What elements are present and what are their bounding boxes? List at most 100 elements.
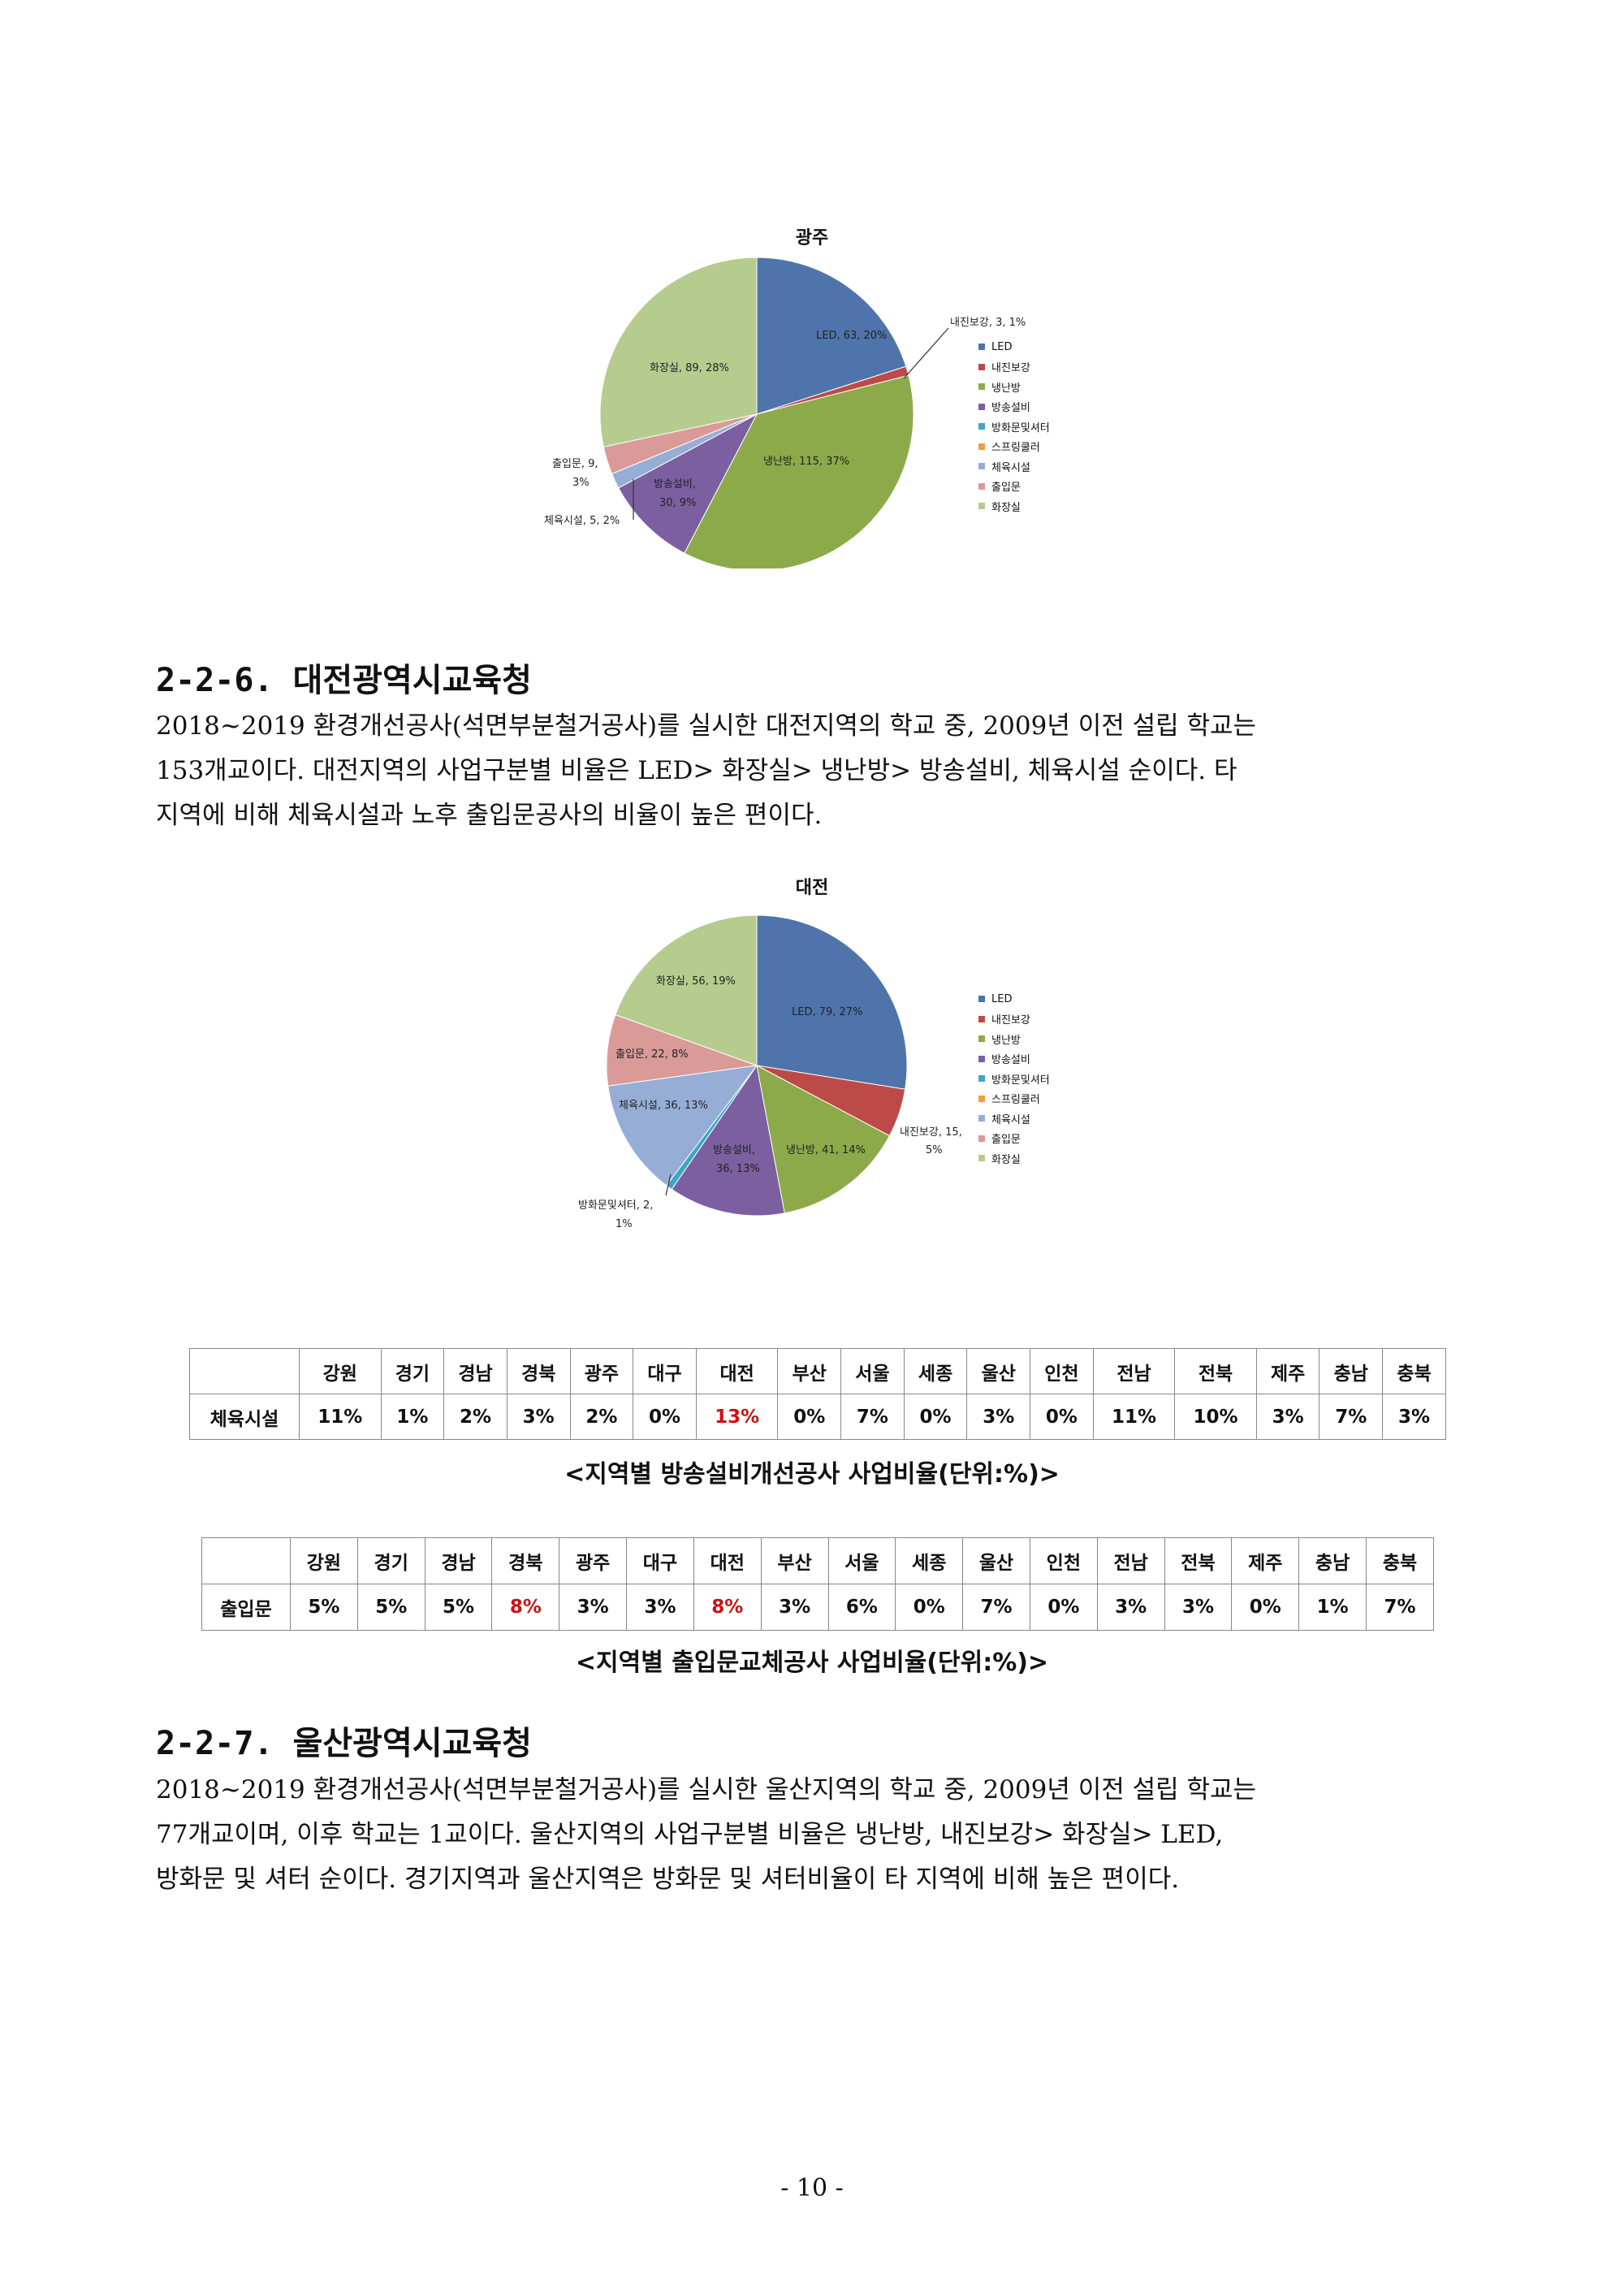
table-header-cell: 충남 bbox=[1319, 1348, 1384, 1394]
paragraph-line: 77개교이며, 이후 학교는 1교이다. 울산지역의 사업구분별 비율은 냉난방… bbox=[156, 1820, 1224, 1849]
table-header-cell: 대전 bbox=[695, 1348, 779, 1394]
table-header-cell: 경기 bbox=[380, 1348, 445, 1394]
table-cell: 11% bbox=[1092, 1394, 1176, 1440]
chart1-title: 광주 bbox=[795, 228, 829, 249]
table-cell: 0% bbox=[1231, 1584, 1300, 1631]
table-header-cell: 경기 bbox=[356, 1537, 425, 1584]
pie-slice-냉난방 bbox=[684, 374, 914, 568]
table-header-cell: 경남 bbox=[443, 1348, 508, 1394]
table-cell: 0% bbox=[777, 1394, 842, 1440]
table-row: 체육시설 11% 1% 2% 3% 2% 0% 13% 0% 7% 0% 3% … bbox=[189, 1394, 1446, 1440]
chart2-label-naejin-1: 내진보강, 15, bbox=[900, 1126, 962, 1139]
chart2-label-naejin-2: 5% bbox=[926, 1144, 943, 1156]
legend-item: 방화문및셔터 bbox=[978, 417, 1050, 437]
chart2-title: 대전 bbox=[795, 878, 829, 898]
table-header-cell: 세종 bbox=[903, 1348, 968, 1394]
table-header-cell: 울산 bbox=[962, 1537, 1030, 1584]
table-cell-highlight: 8% bbox=[693, 1584, 762, 1631]
table-cell: 7% bbox=[840, 1394, 905, 1440]
table-cell: 2% bbox=[569, 1394, 634, 1440]
legend-item: 출입문 bbox=[978, 1129, 1050, 1149]
chart1-leader-naejin bbox=[903, 327, 949, 379]
legend-item: 스프링쿨러 bbox=[978, 437, 1050, 457]
table-cell-highlight: 8% bbox=[491, 1584, 560, 1631]
chart2-label-naeng: 냉난방, 41, 14% bbox=[786, 1144, 866, 1156]
legend-item: 출입문 bbox=[978, 477, 1050, 497]
pie-slice-냉난방 bbox=[756, 1065, 891, 1214]
table-header-cell: 부산 bbox=[760, 1537, 829, 1584]
table-cell: 3% bbox=[626, 1584, 694, 1631]
table-header-cell: 서울 bbox=[827, 1537, 896, 1584]
chart1-label-bangsong-1: 방송설비, bbox=[654, 478, 696, 491]
table-header-cell: 광주 bbox=[569, 1348, 634, 1394]
table-cell: 3% bbox=[966, 1394, 1031, 1440]
table-header-cell: 광주 bbox=[559, 1537, 628, 1584]
table-header-cell: 경남 bbox=[424, 1537, 493, 1584]
table-header-cell: 경북 bbox=[506, 1348, 571, 1394]
chart1-label-cheyuk: 체육시설, 5, 2% bbox=[544, 515, 620, 527]
table-header-cell: 인천 bbox=[1029, 1537, 1098, 1584]
table-entrance-door-ratio: 강원 경기 경남 경북 광주 대구 대전 부산 서울 세종 울산 인천 전남 전… bbox=[201, 1537, 1434, 1631]
chart2-label-churip: 출입문, 22, 8% bbox=[615, 1048, 689, 1061]
table-header-cell: 충북 bbox=[1366, 1537, 1434, 1584]
legend-item: 방화문및셔터 bbox=[978, 1069, 1050, 1089]
legend-item: LED bbox=[978, 989, 1050, 1009]
table-cell: 6% bbox=[827, 1584, 896, 1631]
page-number: - 10 - bbox=[780, 2174, 844, 2202]
table-cell: 5% bbox=[356, 1584, 425, 1631]
table-cell: 3% bbox=[1164, 1584, 1233, 1631]
paragraph-line: 지역에 비해 체육시설과 노후 출입문공사의 비율이 높은 편이다. bbox=[156, 801, 823, 830]
chart2-label-hwajang: 화장실, 56, 19% bbox=[656, 975, 736, 988]
table-cell: 7% bbox=[1319, 1394, 1384, 1440]
chart1-label-churip-1: 출입문, 9, bbox=[552, 458, 598, 470]
chart1-label-churip-2: 3% bbox=[572, 477, 590, 489]
legend-item: 방송설비 bbox=[978, 1049, 1050, 1070]
section-paragraph-2-2-7: 2018~2019 환경개선공사(석면부분철거공사)를 실시한 울산지역의 학교… bbox=[156, 1768, 1256, 1902]
chart2-slices bbox=[606, 914, 908, 1217]
table-row-label: 출입문 bbox=[201, 1584, 291, 1631]
legend-item: 내진보강 bbox=[978, 357, 1050, 378]
section-heading-2-2-6: 2-2-6. 대전광역시교육청 bbox=[156, 662, 532, 699]
table-header-cell: 충남 bbox=[1298, 1537, 1367, 1584]
pie-slice-화장실 bbox=[599, 257, 758, 447]
pie-slice-LED bbox=[756, 257, 907, 415]
paragraph-line: 방화문 및 셔터 순이다. 경기지역과 울산지역은 방화문 및 셔터비율이 타 … bbox=[156, 1865, 1180, 1894]
table-cell: 3% bbox=[760, 1584, 829, 1631]
chart2-label-banghwa-1: 방화문및셔터, 2, bbox=[578, 1199, 653, 1212]
chart1-label-naeng: 냉난방, 115, 37% bbox=[763, 456, 849, 468]
table-row: 출입문 5% 5% 5% 8% 3% 3% 8% 3% 6% 0% 7% 0% … bbox=[201, 1584, 1434, 1631]
table-cell: 5% bbox=[290, 1584, 358, 1631]
table-cell: 0% bbox=[895, 1584, 964, 1631]
section-heading-2-2-7: 2-2-7. 울산광역시교육청 bbox=[156, 1725, 532, 1762]
legend-item: 화장실 bbox=[978, 496, 1050, 516]
table-cell: 0% bbox=[1029, 1584, 1098, 1631]
legend-item: 스프링쿨러 bbox=[978, 1089, 1050, 1109]
legend-item: 방송설비 bbox=[978, 397, 1050, 417]
table-cell: 1% bbox=[380, 1394, 445, 1440]
chart2-pie-chart: LED, 79, 27% 내진보강, 15, 5% 냉난방, 41, 14% 방… bbox=[578, 914, 962, 1230]
table-header-cell: 대구 bbox=[633, 1348, 697, 1394]
table-corner-cell bbox=[189, 1348, 300, 1394]
legend-item: 체육시설 bbox=[978, 456, 1050, 477]
table-header-cell: 경북 bbox=[491, 1537, 560, 1584]
table-corner-cell bbox=[201, 1537, 291, 1584]
pie-slice-LED bbox=[756, 914, 908, 1090]
table2-caption: <지역별 출입문교체공사 사업비율(단위:%)> bbox=[575, 1649, 1049, 1677]
table-sports-facility-ratio: 강원 경기 경남 경북 광주 대구 대전 부산 서울 세종 울산 인천 전남 전… bbox=[189, 1348, 1446, 1440]
pie-slice-방송설비 bbox=[618, 413, 758, 554]
table-row-label: 체육시설 bbox=[189, 1394, 300, 1440]
chart1-label-hwajang: 화장실, 89, 28% bbox=[650, 362, 729, 374]
legend-item: 화장실 bbox=[978, 1148, 1050, 1169]
section-paragraph-2-2-6: 2018~2019 환경개선공사(석면부분철거공사)를 실시한 대전지역의 학교… bbox=[156, 704, 1256, 838]
table-header-cell: 대구 bbox=[626, 1537, 694, 1584]
paragraph-line: 2018~2019 환경개선공사(석면부분철거공사)를 실시한 대전지역의 학교… bbox=[156, 711, 1257, 741]
table-header-cell: 강원 bbox=[290, 1537, 358, 1584]
pie-slice-화장실 bbox=[615, 914, 758, 1066]
table-cell: 10% bbox=[1174, 1394, 1257, 1440]
table-cell: 3% bbox=[1096, 1584, 1165, 1631]
table-cell: 3% bbox=[1382, 1394, 1446, 1440]
chart2-label-banghwa-2: 1% bbox=[615, 1218, 633, 1230]
chart2-label-cheyuk: 체육시설, 36, 13% bbox=[619, 1100, 708, 1112]
legend-item: 냉난방 bbox=[978, 1029, 1050, 1049]
chart1-legend: LED 내진보강 냉난방 방송설비 방화문및셔터 스프링쿨러 체육시설 출입문 … bbox=[978, 337, 1050, 516]
